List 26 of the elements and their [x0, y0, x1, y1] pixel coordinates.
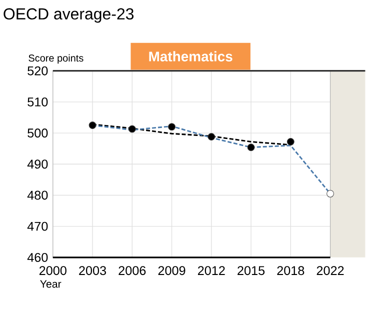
y-axis-title: Score points	[28, 54, 84, 64]
x-axis-title: Year	[40, 280, 62, 288]
x-tick-label: 2015	[238, 266, 265, 275]
point	[286, 138, 294, 146]
chart-subtitle: Mathematics	[149, 51, 232, 62]
y-tick-label: 500	[28, 128, 48, 138]
x-tick-label: 2012	[198, 266, 225, 275]
point	[168, 122, 176, 130]
x-tick-label: 2009	[158, 266, 186, 275]
point	[128, 125, 136, 133]
point	[88, 121, 96, 129]
point	[208, 132, 216, 140]
x-tick-label: 2018	[277, 266, 304, 275]
y-tick-label: 470	[27, 222, 48, 231]
x-tick-label: 2006	[118, 266, 146, 275]
y-tick-label: 490	[27, 160, 48, 168]
x-tick-label: 2000	[39, 266, 66, 275]
y-tick-label: 460	[27, 252, 48, 262]
y-tick-label: 480	[27, 190, 48, 200]
point	[326, 190, 334, 198]
point	[247, 143, 255, 151]
chart-title: OECD average-23	[4, 8, 134, 23]
x-tick-label: 2003	[79, 266, 106, 275]
y-tick-label: 520	[28, 66, 48, 76]
y-tick-label: 510	[28, 97, 48, 106]
x-tick-label: 2022	[316, 266, 344, 275]
